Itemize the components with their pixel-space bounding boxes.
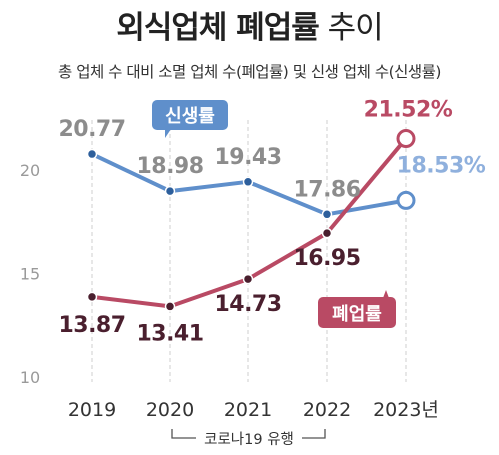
chart-title: 외식업체 폐업률 추이 <box>0 2 499 47</box>
series-points <box>86 129 416 312</box>
x-axis: 2019 2020 2021 2022 2023년 <box>68 399 439 421</box>
x-tick-label-3: 2022 <box>303 399 351 421</box>
chart-grid <box>91 120 407 382</box>
point-pyeeop-1 <box>164 301 176 312</box>
tag-label-sinsaeng: 신생률 <box>165 106 215 127</box>
data-label-pyeeop-2: 14.73 <box>214 292 281 317</box>
y-tick-label-20: 20 <box>20 161 40 180</box>
chart-title-bold: 외식업체 폐업률 <box>116 10 319 46</box>
x-tick-label-2: 2021 <box>224 399 272 421</box>
tag-pointer-sinsaeng <box>165 129 171 138</box>
data-label-sinsaeng-2: 19.43 <box>214 145 281 170</box>
point-sinsaeng-3 <box>321 209 333 220</box>
chart-subtitle: 총 업체 수 대비 소멸 업체 수(폐업률) 및 신생 업체 수(신생률) <box>58 63 441 81</box>
point-pyeeop-0 <box>86 291 98 303</box>
point-sinsaeng-2 <box>242 176 254 188</box>
point-pyeeop-2 <box>242 273 254 285</box>
x-tick-label-0: 2019 <box>68 399 116 421</box>
point-sinsaeng-1 <box>164 185 176 197</box>
annotation-label: 코로나19 유행 <box>204 431 294 448</box>
chart-title-light: 추이 <box>327 10 384 46</box>
point-sinsaeng-4 <box>396 190 416 210</box>
tag-label-pyeeop: 폐업률 <box>332 304 382 325</box>
tag-box-pyeeop <box>318 297 396 328</box>
data-label-pyeeop-4: 21.52% <box>364 98 453 123</box>
data-label-pyeeop-1: 13.41 <box>136 321 203 346</box>
y-tick-label-10: 10 <box>20 368 40 387</box>
point-pyeeop-4 <box>396 129 416 149</box>
data-labels: 20.77 18.98 19.43 17.86 18.53% 13.87 13.41 14.7… <box>58 98 486 347</box>
point-sinsaeng-0 <box>86 148 98 160</box>
data-label-sinsaeng-0: 20.77 <box>58 117 125 142</box>
data-label-sinsaeng-3: 17.86 <box>293 177 360 202</box>
covid-annotation: 코로나19 유행 <box>171 429 326 448</box>
x-tick-label-4: 2023년 <box>373 399 439 421</box>
tag-box-sinsaeng <box>152 100 228 130</box>
data-label-pyeeop-3: 16.95 <box>293 246 360 271</box>
point-pyeeop-3 <box>321 227 333 239</box>
y-axis: 10 15 20 <box>20 161 40 387</box>
tag-pointer-pyeeop <box>383 290 389 298</box>
data-label-sinsaeng-4: 18.53% <box>397 153 486 178</box>
data-label-pyeeop-0: 13.87 <box>58 313 125 338</box>
x-tick-label-1: 2020 <box>146 399 194 421</box>
y-tick-label-15: 15 <box>20 265 40 284</box>
annotation-bg <box>196 429 302 447</box>
data-label-sinsaeng-1: 18.98 <box>136 154 203 179</box>
